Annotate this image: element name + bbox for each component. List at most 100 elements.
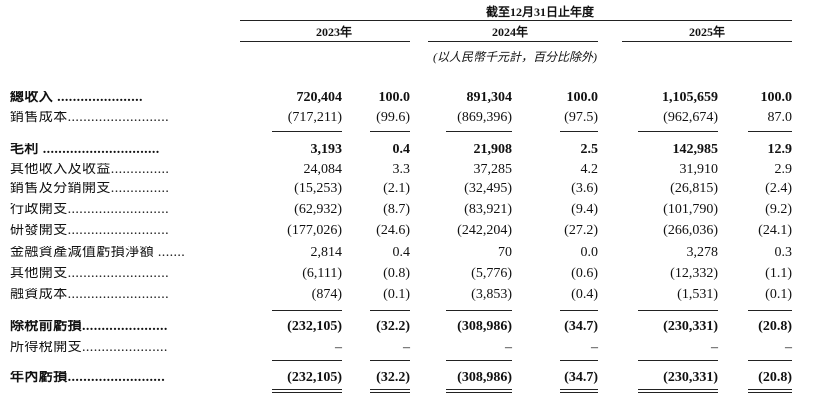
table-cell: (230,331)	[663, 319, 718, 334]
table-cell: 0.4	[392, 142, 411, 157]
table-cell: –	[591, 340, 598, 355]
table-cell: (266,036)	[663, 223, 718, 238]
table-cell: (717,211)	[287, 110, 342, 125]
subtotal-rule	[560, 360, 598, 361]
row-label: 其他開支..........................	[10, 267, 169, 281]
table-cell: 720,404	[296, 90, 343, 105]
table-cell: 3.3	[392, 162, 411, 177]
table-cell: 4.2	[580, 162, 599, 177]
table-cell: (308,986)	[457, 370, 512, 385]
year-rule	[428, 41, 598, 42]
table-cell: 891,304	[466, 90, 513, 105]
subtotal-rule	[446, 389, 512, 390]
table-cell: 21,908	[473, 142, 513, 157]
table-cell: (8.7)	[383, 202, 410, 217]
table-cell: (3.6)	[571, 181, 598, 196]
table-cell: (32,495)	[464, 181, 512, 196]
year-header: 2024年	[491, 25, 528, 39]
subtotal-rule	[272, 392, 342, 393]
table-cell: –	[711, 340, 718, 355]
table-cell: (9.2)	[765, 202, 792, 217]
table-cell: (32.2)	[376, 319, 410, 334]
row-label: 總收入 ......................	[10, 91, 143, 105]
table-cell: (1,531)	[677, 287, 718, 302]
table-cell: (5,776)	[471, 266, 512, 281]
row-label: 金融資產減值虧損淨額 .......	[10, 246, 186, 260]
table-cell: (0.6)	[571, 266, 598, 281]
table-cell: –	[335, 340, 342, 355]
unit-note: (以人民幣千元計，百分比除外)	[433, 50, 597, 64]
table-cell: –	[785, 340, 792, 355]
table-cell: (3,853)	[471, 287, 512, 302]
subtotal-rule	[560, 131, 598, 132]
table-cell: (26,815)	[670, 181, 718, 196]
table-cell: 3,193	[310, 142, 343, 157]
period-title: 截至12月31日止年度	[485, 5, 594, 19]
table-cell: (0.1)	[383, 287, 410, 302]
table-cell: (83,921)	[464, 202, 512, 217]
table-cell: –	[505, 340, 512, 355]
table-cell: 37,285	[473, 162, 513, 177]
table-cell: 2.9	[774, 162, 793, 177]
subtotal-rule	[370, 392, 410, 393]
table-cell: 100.0	[566, 90, 599, 105]
table-cell: 0.0	[580, 245, 599, 260]
year-rule	[622, 41, 792, 42]
row-label: 行政開支..........................	[10, 203, 169, 217]
row-label: 毛利 ..............................	[10, 143, 160, 157]
table-cell: (242,204)	[457, 223, 512, 238]
row-label: 研發開支..........................	[10, 224, 169, 238]
table-cell: (177,026)	[287, 223, 342, 238]
table-cell: (15,253)	[294, 181, 342, 196]
table-cell: 12.9	[767, 142, 793, 157]
year-rule	[240, 41, 410, 42]
row-label: 除稅前虧損......................	[10, 320, 168, 334]
row-label: 所得稅開支......................	[10, 341, 168, 355]
year-header: 2025年	[688, 25, 725, 39]
subtotal-rule	[446, 131, 512, 132]
table-cell: (24.1)	[758, 223, 792, 238]
table-cell: (12,332)	[670, 266, 718, 281]
subtotal-rule	[638, 360, 718, 361]
subtotal-rule	[638, 310, 718, 311]
table-cell: (869,396)	[457, 110, 512, 125]
subtotal-rule	[638, 389, 718, 390]
table-cell: (0.1)	[765, 287, 792, 302]
table-cell: (97.5)	[564, 110, 598, 125]
table-cell: 87.0	[767, 110, 793, 125]
row-label: 融資成本..........................	[10, 288, 169, 302]
subtotal-rule	[370, 131, 410, 132]
table-cell: 3,278	[686, 245, 719, 260]
table-cell: 0.3	[774, 245, 793, 260]
table-cell: (6,111)	[302, 266, 342, 281]
table-cell: (0.8)	[383, 266, 410, 281]
subtotal-rule	[748, 389, 792, 390]
table-cell: 31,910	[679, 162, 719, 177]
subtotal-rule	[370, 310, 410, 311]
year-header: 2023年	[315, 25, 352, 39]
subtotal-rule	[370, 360, 410, 361]
table-cell: (101,790)	[663, 202, 718, 217]
table-cell: (2.4)	[765, 181, 792, 196]
table-cell: 70	[498, 245, 512, 260]
table-cell: (1.1)	[765, 266, 792, 281]
subtotal-rule	[272, 131, 342, 132]
table-cell: (0.4)	[571, 287, 598, 302]
subtotal-rule	[272, 389, 342, 390]
table-cell: (27.2)	[564, 223, 598, 238]
table-cell: 2.5	[580, 142, 599, 157]
table-cell: 24,084	[303, 162, 343, 177]
subtotal-rule	[272, 310, 342, 311]
period-rule	[240, 20, 792, 21]
table-cell: 100.0	[378, 90, 411, 105]
subtotal-rule	[748, 131, 792, 132]
table-cell: 100.0	[760, 90, 793, 105]
table-cell: (962,674)	[663, 110, 718, 125]
table-cell: (24.6)	[376, 223, 410, 238]
subtotal-rule	[446, 360, 512, 361]
subtotal-rule	[638, 392, 718, 393]
subtotal-rule	[370, 389, 410, 390]
subtotal-rule	[446, 392, 512, 393]
row-label: 年內虧損.........................	[10, 371, 166, 385]
